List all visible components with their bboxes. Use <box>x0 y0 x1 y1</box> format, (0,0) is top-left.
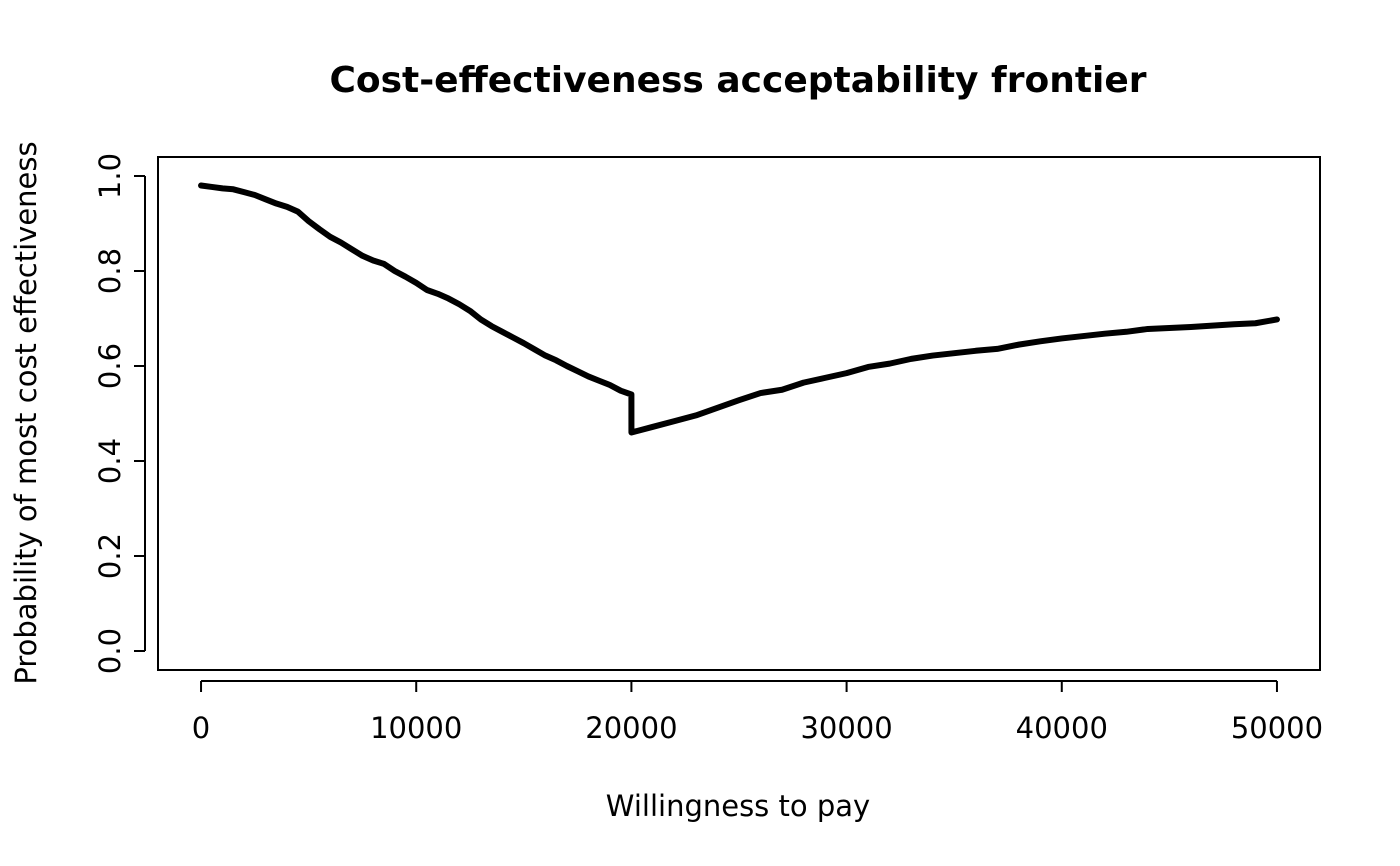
x-tick-label: 20000 <box>585 711 677 745</box>
y-tick-label: 0.8 <box>93 248 127 294</box>
y-tick-label: 0.4 <box>93 438 127 484</box>
y-axis-label: Probability of most cost effectiveness <box>9 141 43 684</box>
x-tick-label: 50000 <box>1231 711 1323 745</box>
x-tick-label: 30000 <box>800 711 892 745</box>
y-tick-label: 1.0 <box>93 153 127 199</box>
y-tick-label: 0.6 <box>93 343 127 389</box>
caf-line <box>198 182 1280 436</box>
y-tick-label: 0.0 <box>93 628 127 674</box>
y-tick-label: 0.2 <box>93 533 127 579</box>
y-axis: 0.0 0.2 0.4 0.6 0.8 1.0 <box>93 153 146 674</box>
chart-title: Cost-effectiveness acceptability frontie… <box>329 60 1146 101</box>
x-tick-label: 0 <box>192 711 210 745</box>
x-axis: 0 10000 20000 30000 40000 50000 <box>192 680 1323 745</box>
x-tick-label: 40000 <box>1016 711 1108 745</box>
x-tick-label: 10000 <box>370 711 462 745</box>
plot-frame <box>157 156 1321 671</box>
x-axis-label: Willingness to pay <box>606 789 870 823</box>
